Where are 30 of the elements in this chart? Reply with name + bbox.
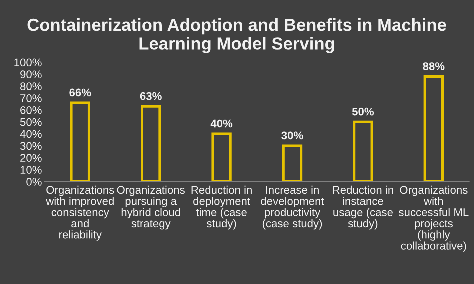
bar bbox=[70, 102, 90, 182]
x-tick-label: Reduction in instance usage (case study) bbox=[333, 186, 394, 230]
x-tick-label: Organizations with successful ML projects (highly collaborative) bbox=[399, 186, 469, 252]
x-tick-label: Reduction in deployment time (case study) bbox=[192, 186, 252, 230]
bar bbox=[424, 76, 444, 182]
data-label: 50% bbox=[352, 108, 374, 116]
data-label: 66% bbox=[70, 88, 92, 97]
y-tick-label: 60% bbox=[20, 106, 42, 114]
y-tick-label: 10% bbox=[20, 166, 42, 174]
x-tick-label: Organizations pursuing a hybrid cloud strategy bbox=[117, 186, 185, 230]
bar bbox=[353, 120, 374, 182]
y-tick-label: 50% bbox=[20, 118, 42, 126]
x-tick-label: Increase in development productivity (case study) bbox=[261, 186, 324, 230]
data-label: 40% bbox=[210, 120, 233, 128]
y-tick-label: 40% bbox=[20, 130, 42, 138]
data-label: 63% bbox=[140, 92, 162, 100]
y-tick-label: 20% bbox=[20, 154, 42, 162]
bar bbox=[212, 132, 232, 182]
bar bbox=[141, 105, 162, 182]
y-tick-label: 90% bbox=[20, 70, 42, 79]
x-tick-label: Organizations with improved consistency and reliability bbox=[46, 186, 114, 241]
y-tick-label: 80% bbox=[20, 82, 42, 90]
y-tick-label: 30% bbox=[20, 142, 42, 150]
chart-title: Containerization Adoption and Benefits in Machine Learning Model Serving bbox=[28, 18, 446, 54]
data-label: 30% bbox=[282, 132, 304, 140]
data-label: 88% bbox=[423, 62, 445, 70]
bar bbox=[282, 144, 303, 182]
y-tick-label: 70% bbox=[20, 94, 42, 102]
y-tick-label: 0% bbox=[26, 178, 42, 186]
y-tick-label: 100% bbox=[14, 58, 42, 67]
